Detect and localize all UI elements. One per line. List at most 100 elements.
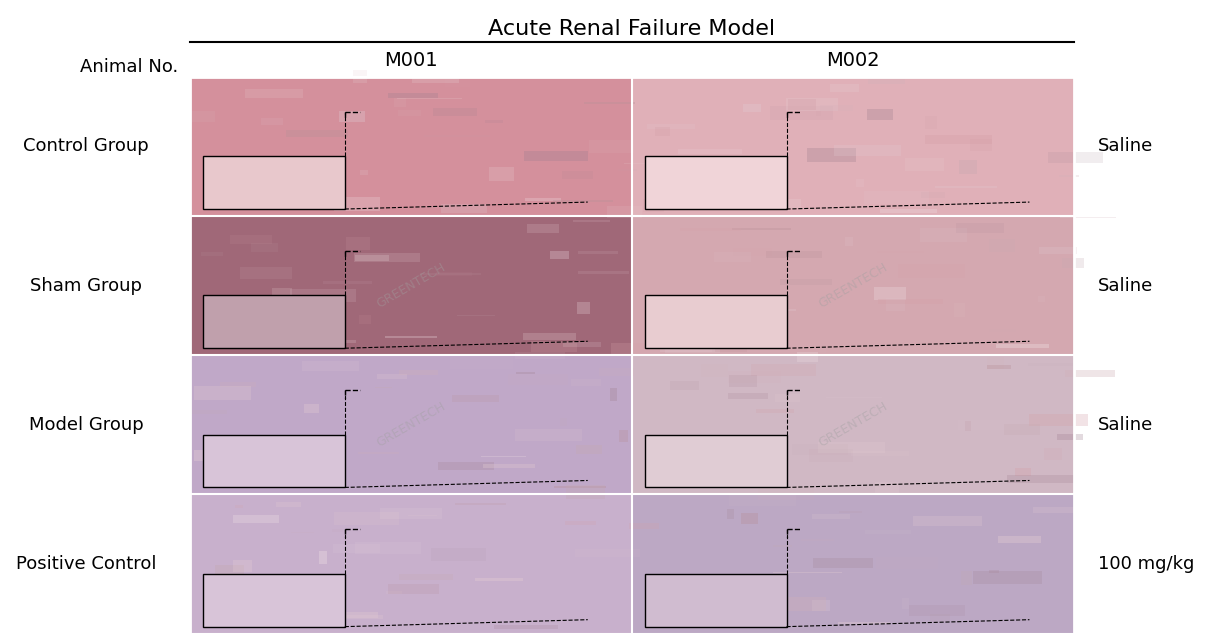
Bar bbox=[399, 370, 438, 375]
Bar bbox=[233, 515, 280, 523]
Bar bbox=[431, 548, 486, 561]
Bar bbox=[450, 357, 513, 369]
Bar bbox=[988, 365, 1011, 369]
Bar bbox=[865, 530, 912, 534]
Bar bbox=[201, 252, 223, 257]
Bar bbox=[989, 330, 1016, 332]
Bar bbox=[845, 237, 853, 246]
Bar bbox=[216, 565, 243, 580]
Bar bbox=[655, 127, 670, 136]
Bar bbox=[528, 224, 560, 233]
Bar bbox=[816, 111, 821, 116]
Bar bbox=[920, 228, 967, 243]
Bar bbox=[353, 70, 367, 83]
Bar bbox=[961, 571, 972, 585]
Bar bbox=[867, 76, 904, 84]
Bar bbox=[826, 397, 882, 398]
Bar bbox=[877, 299, 942, 304]
Bar bbox=[859, 348, 902, 350]
Bar bbox=[1038, 296, 1045, 301]
Bar bbox=[677, 149, 742, 154]
Bar bbox=[243, 170, 255, 175]
Bar bbox=[699, 620, 735, 624]
Bar bbox=[238, 466, 292, 478]
Bar bbox=[458, 314, 496, 316]
Bar bbox=[291, 532, 314, 533]
Bar bbox=[423, 135, 490, 137]
Bar bbox=[645, 295, 787, 348]
Bar bbox=[523, 333, 577, 340]
Bar bbox=[566, 485, 605, 499]
Bar bbox=[818, 442, 885, 452]
Bar bbox=[531, 341, 577, 352]
Bar bbox=[571, 379, 601, 386]
Bar bbox=[485, 120, 503, 123]
Bar bbox=[620, 430, 628, 442]
Bar bbox=[610, 388, 617, 401]
Bar bbox=[935, 186, 998, 188]
Bar bbox=[220, 346, 275, 348]
Bar bbox=[210, 448, 275, 456]
Bar bbox=[793, 444, 848, 455]
Bar bbox=[839, 511, 863, 513]
Bar bbox=[190, 77, 1074, 634]
Bar bbox=[886, 298, 906, 311]
Bar bbox=[788, 99, 816, 109]
Bar bbox=[821, 296, 828, 300]
Bar bbox=[220, 381, 256, 387]
Bar bbox=[632, 216, 1074, 355]
Bar bbox=[875, 287, 906, 300]
Text: M002: M002 bbox=[826, 51, 880, 70]
Bar bbox=[562, 171, 593, 179]
Bar bbox=[647, 124, 696, 129]
Bar bbox=[801, 540, 833, 541]
Bar bbox=[340, 111, 364, 122]
Bar bbox=[829, 84, 859, 92]
Bar bbox=[632, 77, 1074, 216]
Text: Animal No.: Animal No. bbox=[80, 58, 178, 76]
Bar bbox=[233, 560, 252, 572]
Bar bbox=[768, 598, 826, 611]
Bar bbox=[346, 237, 369, 250]
Text: GREENTECH: GREENTECH bbox=[816, 400, 890, 450]
Bar bbox=[190, 410, 227, 414]
Bar bbox=[880, 209, 937, 213]
Bar bbox=[360, 170, 368, 175]
Bar bbox=[856, 179, 864, 187]
Bar bbox=[820, 348, 826, 353]
Bar bbox=[331, 577, 346, 591]
Bar bbox=[773, 545, 793, 547]
Bar bbox=[625, 163, 656, 164]
Bar bbox=[728, 371, 780, 383]
Bar bbox=[483, 464, 535, 468]
Bar bbox=[377, 374, 407, 380]
Bar bbox=[333, 612, 378, 618]
Bar bbox=[867, 109, 893, 120]
Bar bbox=[336, 614, 383, 619]
Bar bbox=[998, 536, 1040, 543]
Bar bbox=[525, 198, 561, 201]
Bar bbox=[577, 445, 602, 454]
Bar bbox=[411, 76, 459, 83]
Text: GREENTECH: GREENTECH bbox=[374, 260, 448, 310]
Bar bbox=[515, 352, 566, 359]
Bar bbox=[607, 205, 642, 218]
Bar bbox=[1015, 468, 1031, 476]
Bar bbox=[515, 429, 582, 441]
Bar bbox=[925, 116, 937, 129]
Bar bbox=[524, 151, 588, 161]
Bar bbox=[953, 303, 964, 317]
Bar bbox=[988, 357, 1005, 369]
Bar bbox=[798, 352, 817, 362]
Bar bbox=[573, 220, 610, 222]
Text: GREENTECH: GREENTECH bbox=[374, 400, 448, 450]
Bar bbox=[632, 494, 1074, 634]
Bar bbox=[415, 207, 449, 208]
Bar bbox=[331, 340, 356, 342]
Bar bbox=[751, 364, 816, 376]
Bar bbox=[384, 335, 438, 338]
Bar bbox=[481, 456, 526, 457]
Bar bbox=[680, 228, 741, 231]
Bar bbox=[864, 191, 929, 204]
Bar bbox=[551, 251, 569, 259]
